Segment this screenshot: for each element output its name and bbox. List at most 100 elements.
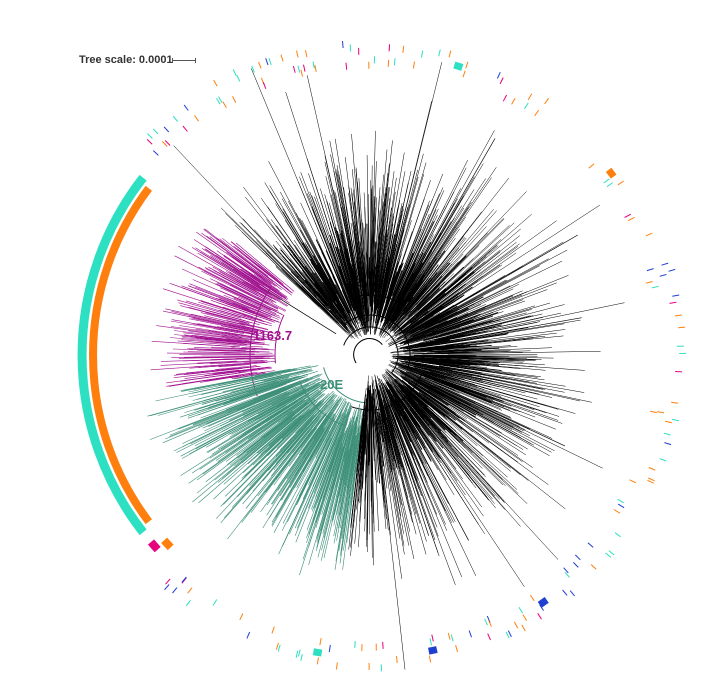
annotation-tick xyxy=(506,632,509,638)
annotation-tick xyxy=(195,116,199,122)
annotation-tick xyxy=(182,577,187,582)
annotation-tick xyxy=(630,480,636,483)
annotation-tick xyxy=(503,95,506,101)
annotation-tick xyxy=(469,631,471,638)
annotation-tick xyxy=(648,478,654,481)
backbone-arc xyxy=(354,339,383,363)
clade-1163-branch xyxy=(183,343,235,346)
annotation-tick xyxy=(514,622,517,628)
annotation-tick xyxy=(646,233,652,236)
annotation-tick xyxy=(607,183,613,187)
annotation-tick xyxy=(153,151,158,156)
annotation-tick xyxy=(296,651,298,658)
annotation-tick xyxy=(466,62,468,69)
annotation-tick xyxy=(625,214,631,217)
annotation-tick xyxy=(545,98,549,104)
annotation-tick xyxy=(166,579,171,584)
annotation-tick xyxy=(628,217,634,220)
annotation-tick xyxy=(313,62,314,69)
annotation-tick xyxy=(165,585,170,590)
annotation-tick xyxy=(186,600,190,606)
annotation-tick xyxy=(604,179,610,183)
annotation-tick xyxy=(512,98,515,104)
annotation-tick xyxy=(293,66,295,73)
annotation-block xyxy=(609,170,614,177)
annotation-tick xyxy=(589,164,594,169)
annotation-tick xyxy=(173,116,178,121)
ring-pink-mark xyxy=(151,542,158,550)
annotation-tick xyxy=(657,412,664,413)
annotation-tick xyxy=(609,551,614,555)
annotation-block xyxy=(313,652,321,653)
annotation-tick xyxy=(672,295,679,296)
annotation-tick xyxy=(565,572,570,577)
branch-tip xyxy=(433,385,519,426)
annotation-tick xyxy=(233,96,236,102)
annotation-tick xyxy=(276,643,278,650)
annotation-tick xyxy=(188,588,192,594)
annotation-tick xyxy=(214,80,217,86)
backbone-arc xyxy=(344,327,398,373)
annotation-tick xyxy=(508,631,511,637)
annotation-tick xyxy=(646,282,653,284)
annotation-tick xyxy=(665,421,672,423)
annotation-tick xyxy=(315,65,316,72)
annotation-tick xyxy=(563,590,568,595)
annotation-tick xyxy=(588,543,593,548)
annotation-tick xyxy=(343,41,344,48)
annotation-tick xyxy=(672,419,679,420)
annotation-tick xyxy=(173,588,178,593)
annotation-tick xyxy=(530,595,534,601)
annotation-tick xyxy=(301,70,303,77)
annotation-tick xyxy=(429,656,430,663)
annotation-tick xyxy=(430,638,432,645)
tree-scale-bar xyxy=(172,60,196,61)
annotation-tick xyxy=(233,70,236,76)
ring-orange-band xyxy=(93,188,149,521)
clade-label-1163-7: 1163.7 xyxy=(253,328,292,343)
annotation-tick xyxy=(528,94,532,100)
annotation-tick xyxy=(650,411,657,412)
clade-label-20e: 20E xyxy=(320,377,343,392)
annotation-tick xyxy=(281,55,283,62)
annotation-tick xyxy=(664,433,671,435)
annotation-tick xyxy=(247,632,250,638)
annotation-tick xyxy=(485,619,488,625)
annotation-tick xyxy=(522,625,526,631)
annotation-tick xyxy=(647,269,654,271)
annotation-tick xyxy=(618,504,624,508)
annotation-tick xyxy=(535,110,539,116)
annotation-tick xyxy=(240,614,243,620)
annotation-tick xyxy=(573,562,578,567)
annotation-tick xyxy=(618,181,624,185)
annotation-tick xyxy=(618,499,624,503)
tree-scale-label: Tree scale: 0.0001 xyxy=(79,54,173,66)
annotation-tick xyxy=(671,402,678,403)
branch-core xyxy=(414,355,474,356)
annotation-tick xyxy=(388,60,389,67)
annotation-tick xyxy=(456,645,458,652)
annotation-tick xyxy=(183,126,188,131)
clade-1163-branch xyxy=(161,359,242,362)
annotation-tick xyxy=(463,71,465,78)
annotation-tick xyxy=(675,315,682,316)
annotation-tick xyxy=(397,656,398,663)
annotation-tick xyxy=(346,63,347,70)
annotation-tick xyxy=(523,615,527,621)
annotation-tick xyxy=(317,657,318,664)
annotation-tick xyxy=(252,66,255,73)
annotation-tick xyxy=(184,105,188,111)
annotation-tick xyxy=(678,327,685,328)
annotation-tick xyxy=(223,102,227,108)
annotation-tick xyxy=(664,443,671,445)
annotation-tick xyxy=(389,44,390,51)
annotation-block xyxy=(429,650,437,652)
annotation-tick xyxy=(538,613,542,619)
annotation-tick xyxy=(306,50,307,57)
annotation-tick xyxy=(263,82,266,89)
annotation-tick xyxy=(448,633,450,640)
annotation-tick xyxy=(237,75,240,81)
annotation-tick xyxy=(606,553,611,558)
